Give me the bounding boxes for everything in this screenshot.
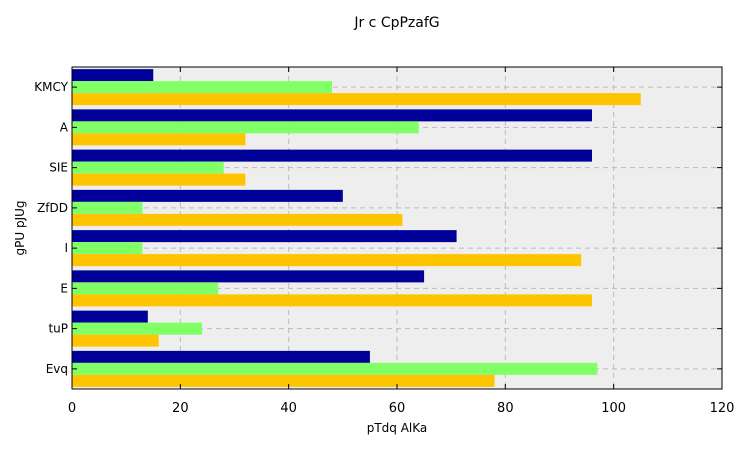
bar-I-series-2 xyxy=(72,242,142,254)
x-tick-label: 120 xyxy=(710,401,735,416)
bar-I-series-1 xyxy=(72,230,457,242)
bar-SIE-series-3 xyxy=(72,174,245,186)
y-tick-label: A xyxy=(60,120,69,134)
y-axis-label: gPU pJUg xyxy=(13,200,27,255)
bar-A-series-3 xyxy=(72,133,245,145)
x-tick-label: 60 xyxy=(389,401,406,416)
bar-tuP-series-2 xyxy=(72,323,202,335)
bar-Evq-series-2 xyxy=(72,363,597,375)
bar-tuP-series-1 xyxy=(72,311,148,323)
x-tick-label: 0 xyxy=(68,401,76,416)
y-tick-label: E xyxy=(60,281,68,295)
y-tick-label: Evq xyxy=(46,362,68,376)
bar-A-series-1 xyxy=(72,109,592,121)
bar-KMCY-series-3 xyxy=(72,93,641,105)
bar-ZfDD-series-2 xyxy=(72,202,142,214)
bar-E-series-3 xyxy=(72,294,592,306)
bar-KMCY-series-1 xyxy=(72,69,153,81)
x-tick-label: 100 xyxy=(601,401,626,416)
y-tick-label: KMCY xyxy=(34,80,68,94)
bar-E-series-1 xyxy=(72,270,424,282)
chart-title: Jr c CpPzafG xyxy=(353,15,439,31)
bar-SIE-series-2 xyxy=(72,162,224,174)
bar-Evq-series-3 xyxy=(72,375,495,387)
x-axis-label: pTdq AlKa xyxy=(367,421,428,435)
bar-Evq-series-1 xyxy=(72,351,370,363)
x-tick-label: 40 xyxy=(280,401,297,416)
bar-ZfDD-series-3 xyxy=(72,214,402,226)
y-tick-label: I xyxy=(64,241,68,255)
y-tick-label: tuP xyxy=(48,322,68,336)
y-tick-label: ZfDD xyxy=(37,201,68,215)
bar-SIE-series-1 xyxy=(72,150,592,162)
y-tick-label: SIE xyxy=(49,161,68,175)
bar-I-series-3 xyxy=(72,254,581,266)
bar-KMCY-series-2 xyxy=(72,81,332,93)
bar-A-series-2 xyxy=(72,121,419,133)
x-tick-label: 20 xyxy=(172,401,189,416)
bar-E-series-2 xyxy=(72,282,218,294)
bar-tuP-series-3 xyxy=(72,335,159,347)
x-tick-label: 80 xyxy=(497,401,514,416)
bar-ZfDD-series-1 xyxy=(72,190,343,202)
